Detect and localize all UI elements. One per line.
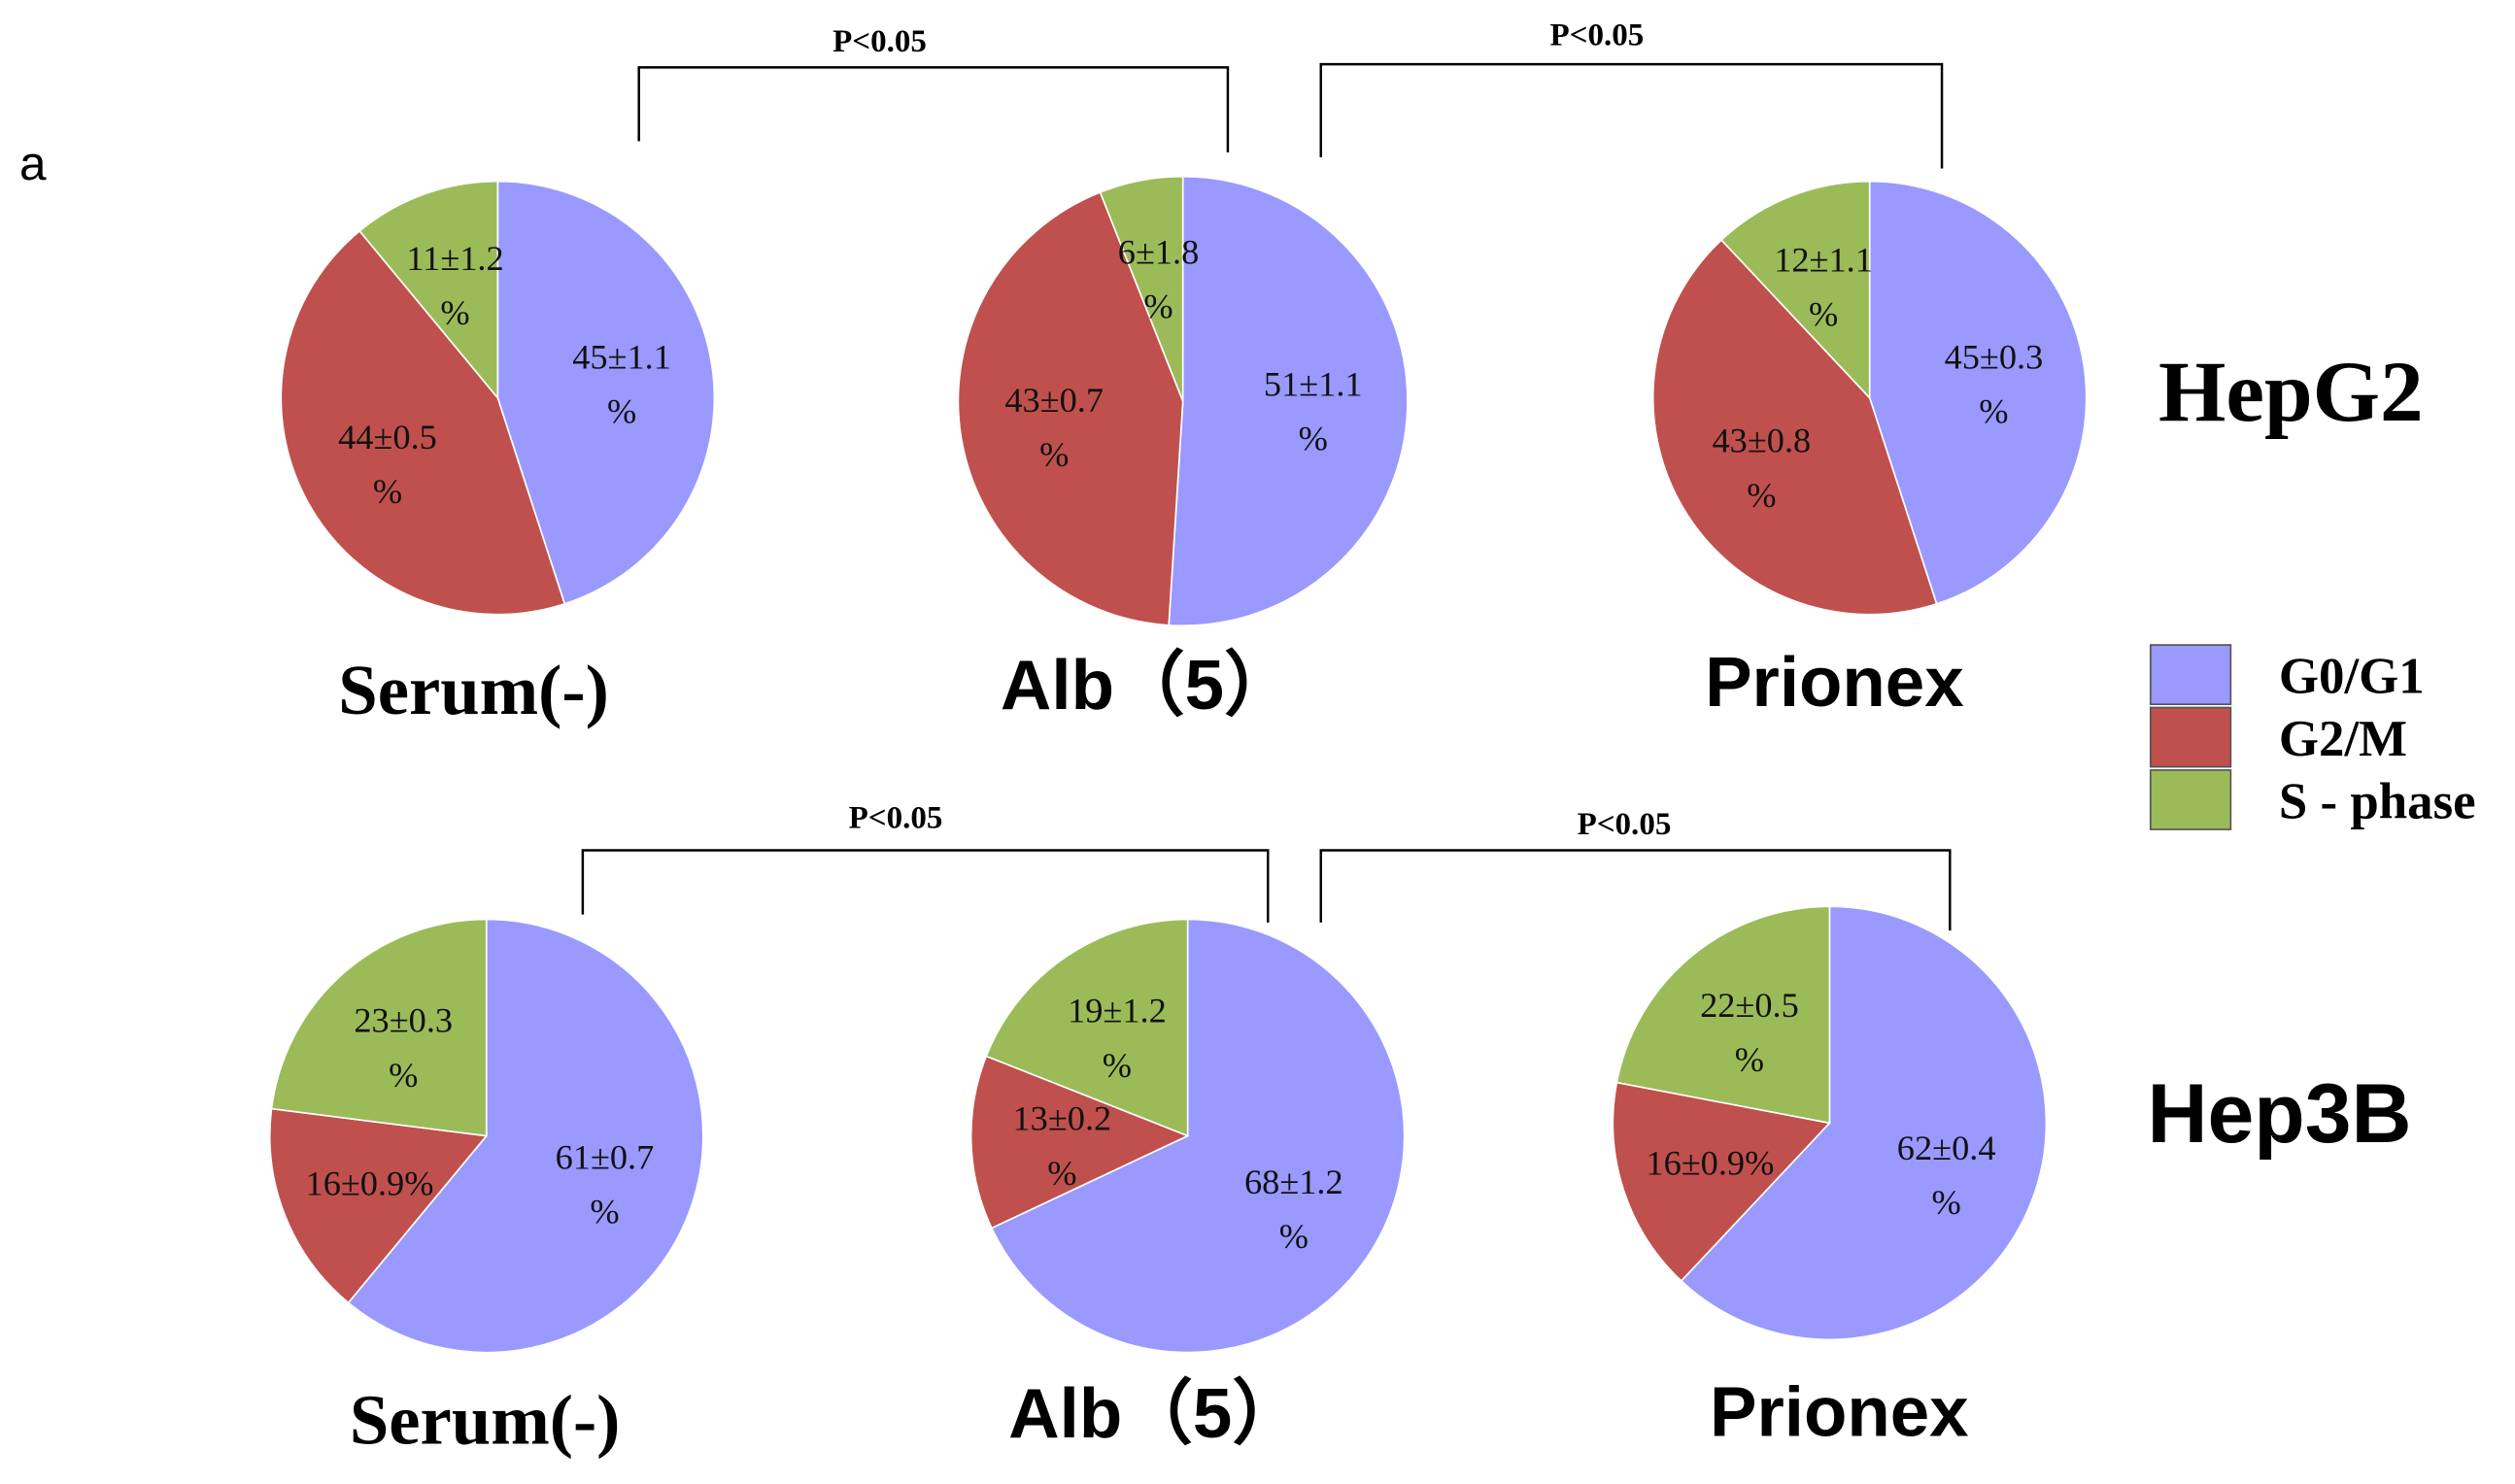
pie-title: Serum(-) xyxy=(338,651,608,729)
value-label: 11±1.2% xyxy=(406,239,503,332)
pie-slice xyxy=(1651,238,1938,616)
pie-slice xyxy=(270,918,488,1137)
pie-slice xyxy=(1680,905,2048,1341)
value-label: 16±0.9% xyxy=(306,1164,434,1202)
pie-slice xyxy=(1612,1081,1832,1283)
annotation: P<0.05 xyxy=(849,800,943,835)
value-label: 22±0.5% xyxy=(1700,986,1799,1079)
value-label: 51±1.1% xyxy=(1264,364,1363,457)
value-label: 68±1.2% xyxy=(1244,1163,1343,1256)
pie-slice xyxy=(280,229,566,616)
bracket xyxy=(637,66,1230,152)
pie-slice xyxy=(1168,175,1409,627)
pie-title: Prionex xyxy=(1705,643,1964,722)
pie-title: Prionex xyxy=(1710,1372,1969,1451)
legend-label: S - phase xyxy=(2279,773,2476,829)
pie-title: Alb（5） xyxy=(1008,1374,1303,1453)
legend-swatch xyxy=(2149,706,2232,768)
value-label: 19±1.2% xyxy=(1068,992,1167,1085)
legend-label: G0/G1 xyxy=(2279,649,2425,705)
pie-slice xyxy=(358,180,499,400)
legend-swatch xyxy=(2149,644,2232,706)
value-label: 43±0.8% xyxy=(1713,422,1812,515)
pie-title: Serum(-) xyxy=(350,1381,620,1460)
annotation: P<0.05 xyxy=(1578,807,1672,842)
pie-slice xyxy=(1099,175,1184,402)
pie-slice xyxy=(969,1055,1190,1230)
pie-slice xyxy=(268,1107,489,1304)
value-label: 16±0.9% xyxy=(1646,1144,1774,1183)
annotation: P<0.05 xyxy=(833,24,927,59)
pie-slice xyxy=(990,918,1406,1354)
pie-slice xyxy=(957,190,1184,626)
value-label: 45±1.1% xyxy=(572,338,671,431)
value-label: 62±0.4% xyxy=(1897,1129,1996,1222)
bracket xyxy=(1319,849,1952,931)
pie-slice xyxy=(1615,905,1831,1125)
bracket xyxy=(581,849,1270,923)
legend-label: G2/M xyxy=(2279,711,2407,767)
pie-slice xyxy=(347,918,704,1354)
pie-slice xyxy=(1719,180,1871,400)
value-label: 13±0.2% xyxy=(1013,1099,1112,1193)
panel-label: a xyxy=(19,136,47,190)
pie-title: Alb（5） xyxy=(1001,646,1295,725)
bracket xyxy=(1319,62,1944,169)
pie-slice xyxy=(985,918,1189,1137)
value-label: 23±0.3% xyxy=(354,1001,453,1095)
pie-slice xyxy=(1868,180,2088,605)
row-label: Hep3B xyxy=(2147,1067,2411,1161)
value-label: 61±0.7% xyxy=(556,1137,655,1231)
value-label: 12±1.1% xyxy=(1774,240,1873,333)
annotation: P<0.05 xyxy=(1549,17,1644,52)
legend-swatch xyxy=(2149,769,2232,830)
row-label: HepG2 xyxy=(2158,345,2424,440)
value-label: 44±0.5% xyxy=(338,418,437,511)
value-label: 6±1.8% xyxy=(1118,232,1200,325)
value-label: 43±0.7% xyxy=(1004,381,1104,474)
value-label: 45±0.3% xyxy=(1945,338,2044,431)
pie-slice xyxy=(496,180,716,605)
